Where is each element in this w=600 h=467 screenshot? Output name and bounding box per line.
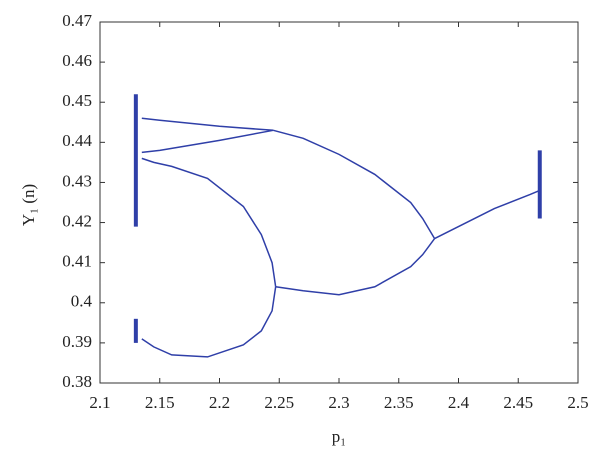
plot-frame bbox=[99, 21, 579, 384]
y-tick-label: 0.39 bbox=[62, 332, 92, 351]
y-tick-label: 0.46 bbox=[62, 51, 92, 70]
x-axis-label: p₁ bbox=[332, 427, 346, 446]
x-tick-label: 2.4 bbox=[448, 393, 470, 412]
branch bbox=[141, 157, 277, 287]
x-tick-label: 2.5 bbox=[567, 393, 588, 412]
branch bbox=[141, 286, 277, 358]
branch bbox=[434, 189, 541, 240]
branch bbox=[273, 129, 436, 239]
x-tick-label: 2.3 bbox=[328, 393, 349, 412]
x-tick-label: 2.25 bbox=[264, 393, 294, 412]
branch bbox=[141, 117, 274, 132]
y-tick-label: 0.42 bbox=[62, 211, 92, 230]
x-tick-label: 2.45 bbox=[503, 393, 533, 412]
y-tick-label: 0.47 bbox=[62, 11, 92, 30]
x-tick-label: 2.2 bbox=[209, 393, 230, 412]
branch bbox=[141, 129, 274, 154]
y-tick-label: 0.45 bbox=[62, 91, 92, 110]
y-tick-label: 0.4 bbox=[71, 292, 93, 311]
y-tick-label: 0.41 bbox=[62, 252, 92, 271]
y-tick-label: 0.44 bbox=[62, 131, 92, 150]
y-tick-label: 0.38 bbox=[62, 372, 92, 391]
branch bbox=[275, 238, 436, 296]
x-tick-label: 2.35 bbox=[384, 393, 414, 412]
x-tick-label: 2.1 bbox=[89, 393, 110, 412]
y-axis-label: Y₁ (n) bbox=[19, 184, 38, 226]
y-tick-label: 0.43 bbox=[62, 171, 92, 190]
x-tick-label: 2.15 bbox=[145, 393, 175, 412]
